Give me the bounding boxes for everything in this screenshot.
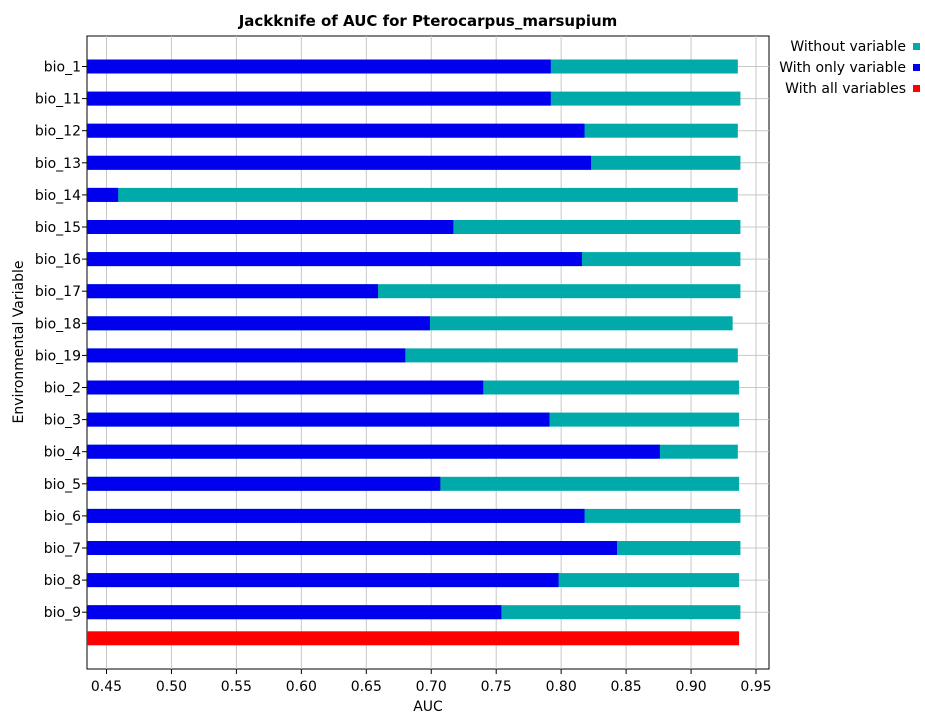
legend-label: Without variable: [790, 39, 906, 55]
category-label: bio_13: [35, 156, 81, 172]
category-label: bio_7: [44, 541, 81, 557]
x-axis-title: AUC: [413, 699, 443, 715]
x-tick-label: 0.75: [481, 679, 512, 695]
x-tick-label: 0.60: [286, 679, 317, 695]
category-label: bio_9: [44, 605, 81, 621]
category-label: bio_12: [35, 124, 81, 140]
x-tick-label: 0.55: [221, 679, 252, 695]
x-axis: 0.45 0.50 0.55 0.60 0.65 0.70 0.75 0.80 0.85 0.90…: [91, 669, 772, 695]
bar-with-only-variable: [87, 91, 551, 106]
x-tick-label: 0.65: [351, 679, 382, 695]
bar-with-only-variable: [87, 155, 592, 170]
category-label: bio_6: [44, 509, 81, 525]
category-label: bio_8: [44, 573, 81, 589]
x-tick-label: 0.45: [91, 679, 122, 695]
x-tick-label: 0.85: [611, 679, 642, 695]
category-label: bio_17: [35, 284, 81, 300]
bar-with-only-variable: [87, 348, 406, 363]
bar-with-all-variables: [87, 631, 740, 646]
category-label: bio_14: [35, 188, 81, 204]
bar-with-only-variable: [87, 541, 618, 555]
bar-with-only-variable: [87, 476, 441, 491]
bar-with-only-variable: [87, 508, 585, 523]
bar-with-only-variable: [87, 573, 559, 588]
category-label: bio_5: [44, 477, 81, 493]
x-tick-label: 0.50: [156, 679, 187, 695]
bar-with-only-variable: [87, 284, 378, 299]
legend-label: With only variable: [779, 60, 906, 76]
category-label: bio_4: [44, 445, 81, 461]
category-label: bio_15: [35, 220, 81, 236]
bar-with-only-variable: [87, 252, 582, 267]
legend-swatch: [913, 85, 920, 92]
bar-with-only-variable: [87, 316, 430, 331]
category-label: bio_19: [35, 348, 81, 364]
bar-with-only-variable: [87, 605, 502, 620]
category-label: bio_18: [35, 316, 81, 332]
category-label: bio_3: [44, 413, 81, 429]
bar-with-only-variable: [87, 187, 119, 202]
x-tick-label: 0.95: [740, 679, 771, 695]
legend: Without variable With only variable With a…: [779, 39, 920, 97]
bar-with-only-variable: [87, 380, 484, 395]
legend-label: With all variables: [785, 81, 906, 97]
bar-with-only-variable: [87, 444, 660, 459]
category-label: bio_1: [44, 60, 81, 76]
x-tick-label: 0.90: [675, 679, 706, 695]
category-label: bio_11: [35, 92, 81, 108]
bar-without-variable: [87, 187, 738, 202]
x-tick-label: 0.70: [416, 679, 447, 695]
category-label: bio_2: [44, 381, 81, 397]
bars: [87, 59, 741, 646]
bar-with-only-variable: [87, 220, 454, 234]
bar-with-only-variable: [87, 412, 550, 427]
legend-swatch: [913, 43, 920, 50]
bar-with-only-variable: [87, 59, 551, 74]
y-axis: bio_1 bio_11 bio_12 bio_13 bio_14 bio_15 bio_1…: [35, 60, 87, 621]
y-axis-title: Environmental Variable: [11, 261, 27, 424]
x-tick-label: 0.80: [546, 679, 577, 695]
bar-with-only-variable: [87, 123, 585, 138]
category-label: bio_16: [35, 252, 81, 268]
legend-swatch: [913, 64, 920, 71]
chart-title: Jackknife of AUC for Pterocarpus_marsupi…: [238, 12, 618, 30]
